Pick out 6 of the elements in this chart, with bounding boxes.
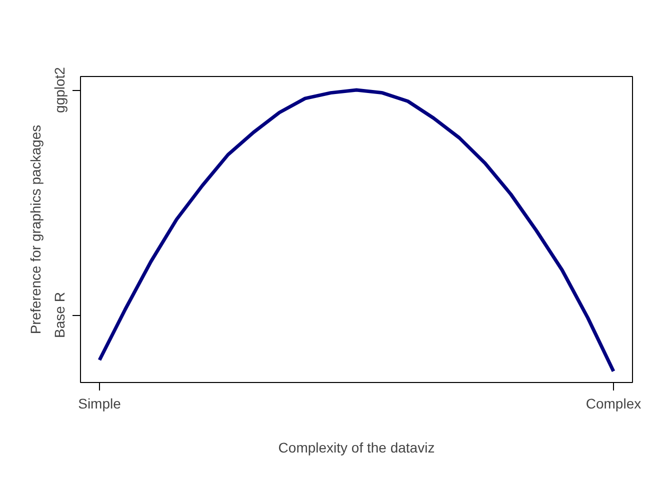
text: Base R	[52, 292, 68, 338]
x-tick-label: Simple	[78, 396, 122, 412]
x-tick-label: Complex	[586, 396, 642, 412]
y-axis-title: Preference for graphics packages	[28, 124, 44, 334]
text: ggplot2	[52, 66, 68, 113]
x-axis-title: Complexity of the dataviz	[278, 440, 435, 456]
